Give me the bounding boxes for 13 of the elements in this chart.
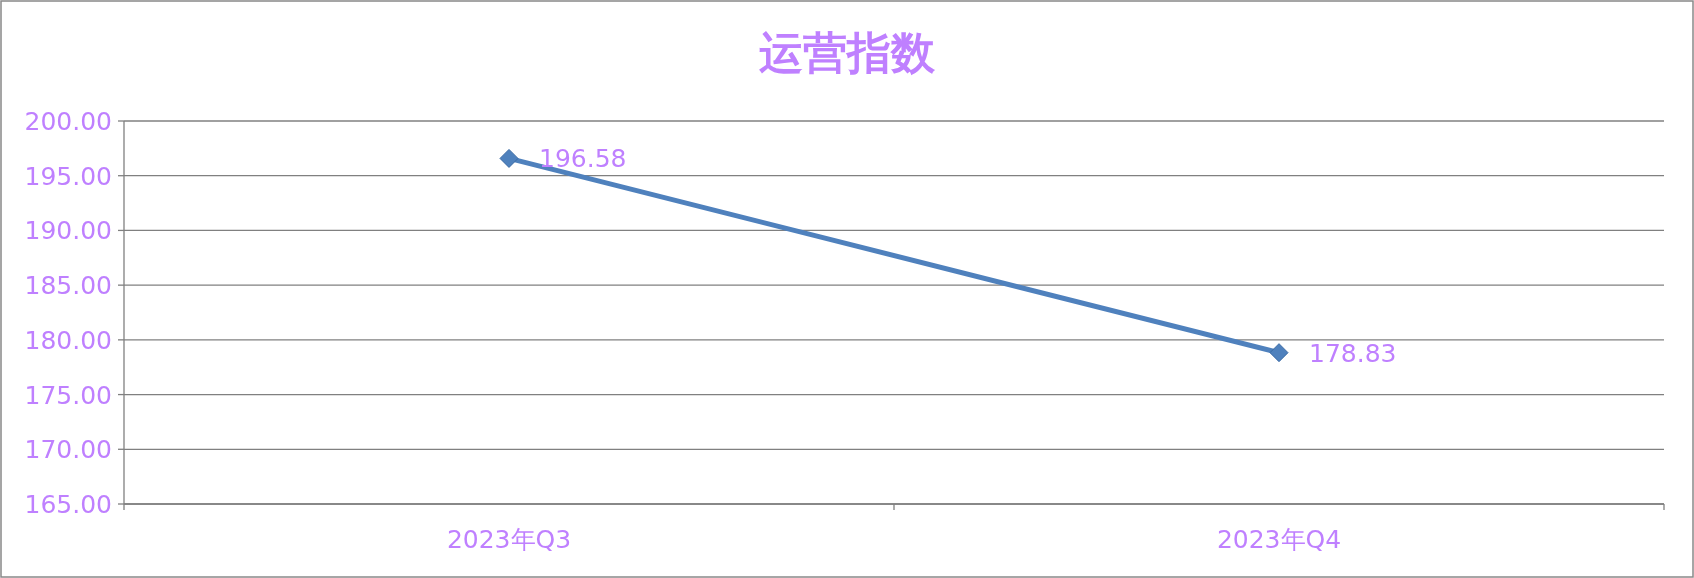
data-label: 196.58 [539,144,627,174]
y-tick-label: 185.00 [24,271,112,301]
y-tick-label: 195.00 [24,161,112,191]
data-label: 178.83 [1309,338,1397,368]
y-tick-label: 180.00 [24,325,112,355]
y-tick-label: 165.00 [24,490,112,519]
y-tick-label: 200.00 [24,107,112,136]
x-tick-label: 2023年Q3 [446,525,572,554]
y-tick-label: 170.00 [24,435,112,465]
chart-title: 运营指数 [759,27,936,78]
y-tick-label: 190.00 [24,216,112,246]
y-tick-label: 175.00 [24,380,112,410]
x-tick-label: 2023年Q4 [1216,525,1342,554]
